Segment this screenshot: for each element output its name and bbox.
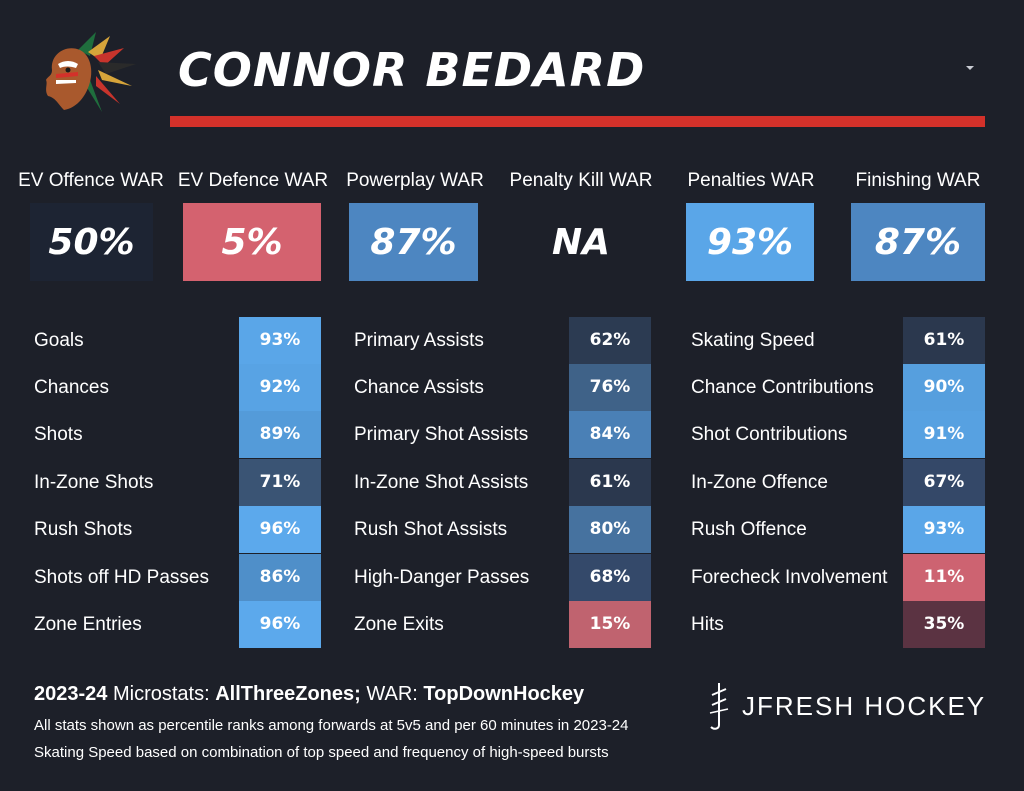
- footer-microstats-source: AllThreeZones;: [215, 683, 361, 705]
- stat-label: Skating Speed: [691, 330, 815, 351]
- stat-value: 61%: [569, 459, 651, 506]
- war-label-penalty-kill: Penalty Kill WAR: [509, 170, 653, 191]
- war-label-powerplay: Powerplay WAR: [346, 170, 484, 191]
- stat-value: 93%: [239, 317, 321, 364]
- stat-value: 35%: [903, 601, 985, 648]
- stat-label: Goals: [34, 330, 84, 351]
- stat-label: High-Danger Passes: [354, 567, 530, 588]
- footer-title: 2023-24 Microstats: AllThreeZones; WAR: …: [34, 683, 584, 706]
- stat-value: 96%: [239, 506, 321, 553]
- stat-label: Rush Shot Assists: [354, 519, 508, 540]
- stat-label: Shots off HD Passes: [34, 567, 209, 588]
- stat-label: Rush Shots: [34, 519, 133, 540]
- caret-down-icon[interactable]: [966, 66, 974, 70]
- stat-value: 86%: [239, 554, 321, 601]
- stat-label: Zone Exits: [354, 614, 444, 635]
- footer-season: 2023-24: [34, 683, 108, 705]
- war-value-penalty-kill: NA: [520, 203, 642, 281]
- stat-label: Rush Offence: [691, 519, 807, 540]
- war-value-finishing: 87%: [851, 203, 985, 281]
- war-value-ev-defence: 5%: [183, 203, 321, 281]
- stat-value: 92%: [239, 364, 321, 411]
- stat-label: Zone Entries: [34, 614, 142, 635]
- war-value-ev-offence: 50%: [30, 203, 153, 281]
- stat-label: Shots: [34, 424, 83, 445]
- stat-value: 71%: [239, 459, 321, 506]
- war-label-penalties: Penalties WAR: [687, 170, 815, 191]
- stat-label: Forecheck Involvement: [691, 567, 888, 588]
- stat-label: Chance Contributions: [691, 377, 874, 398]
- stat-value: 91%: [903, 411, 985, 458]
- stat-value: 68%: [569, 554, 651, 601]
- war-label-finishing: Finishing WAR: [855, 170, 981, 191]
- stat-label: Chances: [34, 377, 109, 398]
- footer-microstats-label: Microstats:: [112, 683, 210, 705]
- stat-value: 15%: [569, 601, 651, 648]
- stat-label: Shot Contributions: [691, 424, 848, 445]
- footer-war-source: TopDownHockey: [423, 683, 585, 705]
- player-name: CONNOR BEDARD: [178, 43, 646, 97]
- stat-label: Hits: [691, 614, 724, 635]
- stat-value: 62%: [569, 317, 651, 364]
- stat-label: In-Zone Shot Assists: [354, 472, 529, 493]
- stat-value: 80%: [569, 506, 651, 553]
- stat-value: 11%: [903, 554, 985, 601]
- war-value-powerplay: 87%: [349, 203, 478, 281]
- stat-label: Chance Assists: [354, 377, 484, 398]
- jfresh-mark-icon: [706, 681, 732, 731]
- header-divider: [170, 116, 985, 127]
- team-logo-icon: [38, 30, 144, 114]
- stat-value: 84%: [569, 411, 651, 458]
- stat-value: 96%: [239, 601, 321, 648]
- stat-value: 67%: [903, 459, 985, 506]
- war-label-ev-offence: EV Offence WAR: [18, 170, 164, 191]
- stat-value: 76%: [569, 364, 651, 411]
- stat-label: In-Zone Offence: [691, 472, 828, 493]
- stat-label: In-Zone Shots: [34, 472, 154, 493]
- stat-value: 90%: [903, 364, 985, 411]
- stat-value: 61%: [903, 317, 985, 364]
- war-label-ev-defence: EV Defence WAR: [177, 170, 329, 191]
- stat-label: Primary Shot Assists: [354, 424, 529, 445]
- stat-value: 93%: [903, 506, 985, 553]
- stat-value: 89%: [239, 411, 321, 458]
- footer-war-label: WAR:: [366, 683, 418, 705]
- footer-note-percentile: All stats shown as percentile ranks amon…: [34, 717, 629, 734]
- war-value-penalties: 93%: [686, 203, 814, 281]
- brand: JFRESH HOCKEY: [706, 681, 986, 731]
- brand-name: JFRESH HOCKEY: [742, 690, 987, 721]
- footer-note-skating: Skating Speed based on combination of to…: [34, 744, 609, 761]
- stat-label: Primary Assists: [354, 330, 484, 351]
